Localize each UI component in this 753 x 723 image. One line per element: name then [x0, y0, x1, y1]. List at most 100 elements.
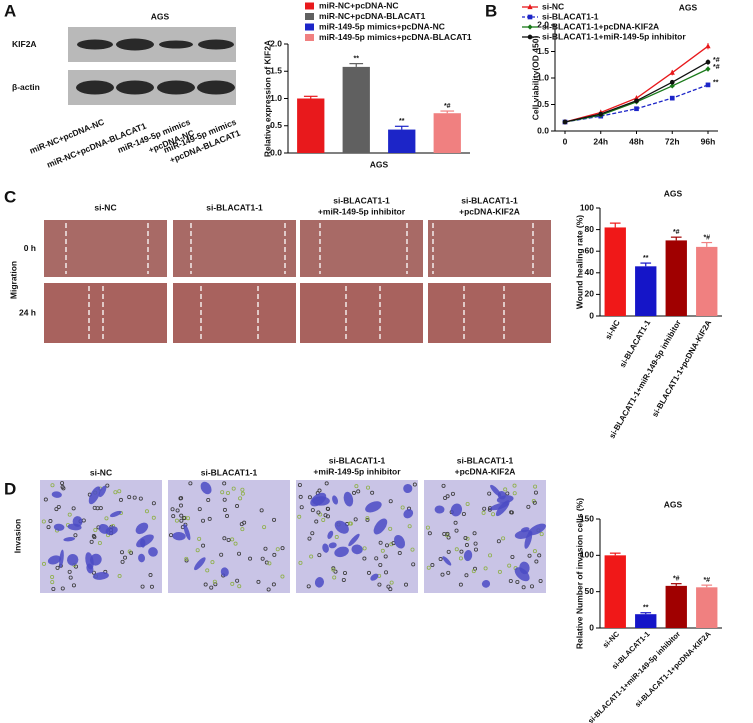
legend-label: miR-NC+pcDNA-NC — [319, 0, 399, 10]
marker — [669, 69, 675, 75]
pore — [503, 487, 508, 492]
legend-label: miR-149-5p mimics+pcDNA-BLACAT1 — [319, 32, 472, 42]
legend-label: miR-149-5p mimics+pcDNA-NC — [319, 21, 445, 31]
pore — [222, 481, 227, 486]
pore — [50, 575, 55, 580]
pore — [527, 553, 532, 558]
cell — [403, 508, 414, 519]
bar — [696, 246, 718, 316]
significance-label: ** — [399, 118, 405, 125]
pore — [179, 518, 184, 523]
pore — [113, 490, 118, 495]
column-header: si-BLACAT1-1 — [333, 195, 390, 205]
legend-swatch — [305, 2, 314, 10]
pore — [67, 512, 72, 517]
pore — [256, 579, 261, 584]
marker — [705, 43, 711, 49]
y-tick-label: 0.5 — [537, 99, 549, 109]
pore — [491, 512, 496, 517]
pore — [510, 554, 515, 559]
pore — [388, 587, 393, 592]
y-tick-label: 0.5 — [270, 120, 282, 130]
pore — [219, 552, 224, 557]
blot-band — [116, 80, 154, 95]
pore — [170, 507, 175, 512]
pore — [222, 536, 227, 541]
legend-label: si-BLACAT1-1+miR-149-5p inhibitor — [542, 31, 686, 41]
pore — [220, 490, 225, 495]
pore — [445, 494, 450, 499]
pore — [207, 516, 212, 521]
pore — [366, 485, 371, 490]
x-tick-label: 96h — [701, 136, 716, 146]
pore — [362, 546, 367, 551]
pore — [188, 481, 193, 486]
pore — [370, 490, 375, 495]
pore — [201, 518, 206, 523]
pore — [321, 517, 326, 522]
cell — [47, 555, 61, 565]
pore — [41, 519, 46, 524]
legend-marker — [527, 14, 533, 20]
cell — [138, 553, 146, 563]
column-header: +pcDNA-KIF2A — [459, 206, 520, 216]
pore — [226, 537, 231, 542]
pore — [512, 491, 517, 496]
significance-label: *# — [703, 577, 710, 584]
pore — [333, 569, 338, 574]
y-tick-label: 1.0 — [537, 72, 549, 82]
y-axis-label: Wound healing rate (%) — [574, 215, 584, 309]
pore — [411, 562, 416, 567]
pore — [237, 584, 242, 589]
pore — [348, 521, 353, 526]
pore — [67, 569, 72, 574]
pore — [334, 535, 339, 540]
pore — [378, 562, 383, 567]
pore — [497, 569, 502, 574]
pore — [454, 528, 459, 533]
pore — [119, 550, 124, 555]
pore — [235, 504, 240, 509]
pore — [526, 504, 531, 509]
pore — [210, 560, 215, 565]
cell — [351, 544, 363, 555]
pore — [259, 508, 264, 513]
pore — [353, 517, 358, 522]
pore — [310, 508, 315, 513]
marker — [598, 111, 604, 117]
significance-label: ** — [713, 80, 719, 87]
y-tick-label: 1.5 — [270, 66, 282, 76]
blot-band — [159, 40, 193, 49]
cell — [220, 567, 229, 577]
pore — [233, 541, 238, 546]
cell — [524, 531, 533, 549]
pore — [222, 507, 227, 512]
significance-label: ** — [643, 255, 649, 262]
row-title: Migration — [8, 261, 18, 299]
pore — [473, 541, 478, 546]
column-header: si-BLACAT1-1 — [457, 455, 514, 465]
cell — [172, 531, 186, 541]
pore — [203, 582, 208, 587]
cell — [463, 550, 473, 562]
pore — [534, 559, 539, 564]
pore — [332, 575, 337, 580]
y-axis-label: Relative Number of invasion cells (%) — [574, 498, 584, 649]
cell — [393, 535, 406, 549]
x-tick-label: 24h — [593, 136, 608, 146]
pore — [260, 556, 265, 561]
pore — [171, 514, 176, 519]
pore — [459, 549, 464, 554]
marker — [705, 82, 711, 88]
significance-label: ** — [354, 55, 360, 62]
pore — [331, 567, 336, 572]
y-tick-label: 2.0 — [270, 38, 282, 48]
pore — [386, 584, 391, 589]
panel-label: C — [4, 187, 16, 206]
pore — [237, 551, 242, 556]
cell — [92, 572, 109, 580]
pore — [209, 585, 214, 590]
pore — [410, 547, 415, 552]
significance-label: *# — [444, 103, 451, 110]
pore — [505, 491, 510, 496]
